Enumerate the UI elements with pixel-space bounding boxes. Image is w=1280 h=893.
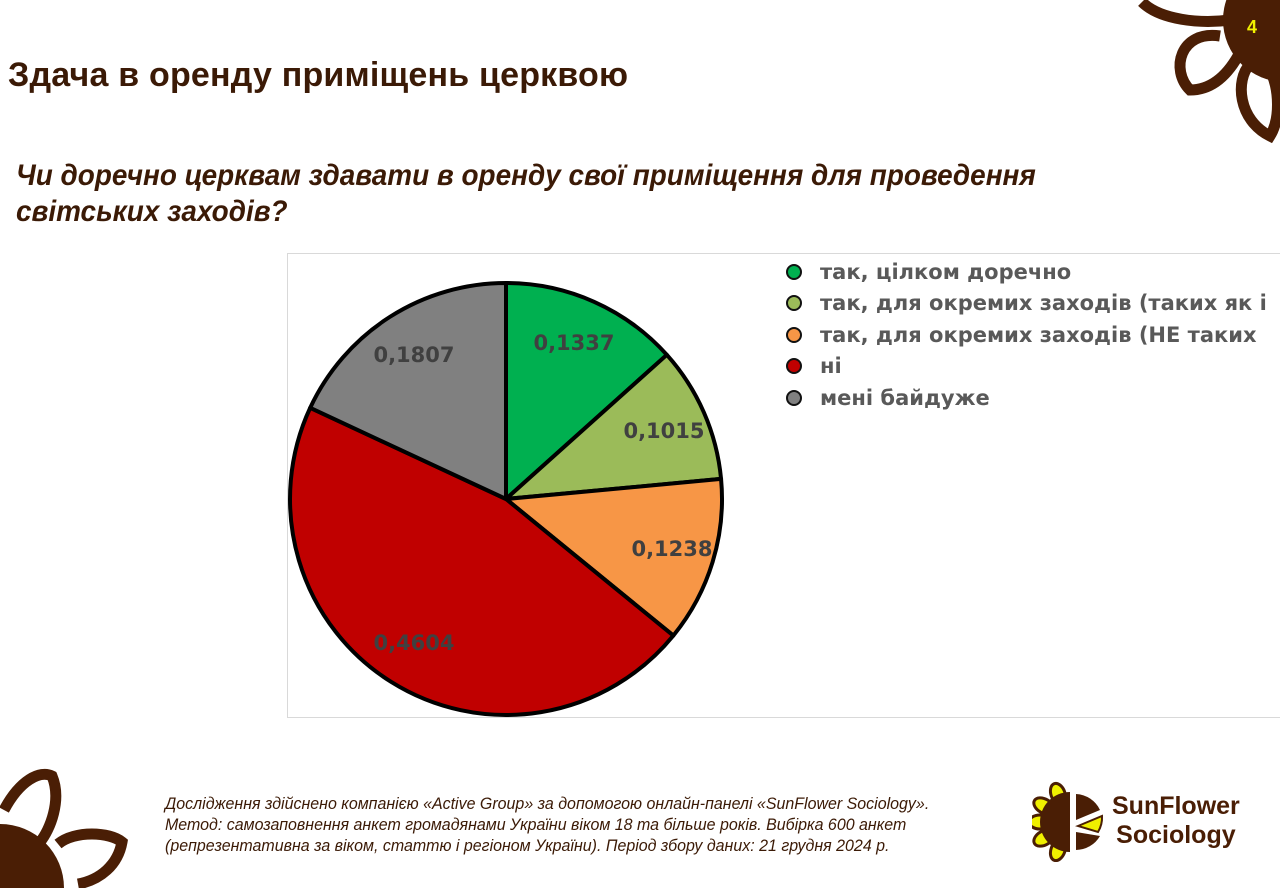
legend-label: ні	[820, 354, 842, 379]
legend-item: ні	[786, 351, 1267, 383]
page-number: 4	[1247, 17, 1258, 37]
legend-item: так, для окремих заходів (НЕ таких	[786, 319, 1267, 351]
sunflower-decoration-top	[1120, 0, 1280, 150]
slice-value-label: 0,4604	[373, 631, 454, 655]
legend-item: так, цілком доречно	[786, 256, 1267, 288]
sunflower-logo-icon	[1032, 781, 1104, 862]
pie-chart: 0,1337 0,1015 0,1238 0,4604 0,1807	[288, 281, 724, 717]
slide-title: Здача в оренду приміщень церквою	[8, 56, 629, 94]
slice-value-label: 0,1015	[623, 419, 704, 443]
legend-swatch-icon	[786, 389, 802, 406]
legend-label: так, цілком доречно	[820, 259, 1072, 284]
legend-label: так, для окремих заходів (таких як і	[820, 291, 1267, 316]
legend-label: так, для окремих заходів (НЕ таких	[820, 322, 1257, 347]
legend-item: так, для окремих заходів (таких як і	[786, 288, 1267, 320]
survey-question: Чи доречно церквам здавати в оренду свої…	[16, 159, 1036, 228]
slice-value-label: 0,1337	[533, 331, 614, 355]
brand-line-2: Sociology	[1116, 821, 1236, 849]
legend-swatch-icon	[786, 295, 802, 312]
legend-label: мені байдуже	[820, 385, 990, 410]
chart-area	[287, 253, 1280, 718]
brand-name: SunFlower Sociology	[1112, 792, 1240, 850]
legend-swatch-icon	[786, 358, 802, 375]
sunflower-decoration-bottom	[0, 760, 140, 893]
legend-item: мені байдуже	[786, 382, 1267, 414]
brand-line-1: SunFlower	[1112, 792, 1240, 820]
legend-swatch-icon	[786, 263, 802, 280]
chart-legend: так, цілком доречно так, для окремих захо…	[786, 256, 1267, 414]
legend-swatch-icon	[786, 326, 802, 343]
sunflower-sociology-logo: SunFlower Sociology	[1032, 780, 1240, 862]
slice-value-label: 0,1238	[631, 537, 712, 561]
methodology-note: Дослідження здійснено компанією «Active …	[165, 794, 930, 855]
slice-value-label: 0,1807	[373, 343, 454, 367]
